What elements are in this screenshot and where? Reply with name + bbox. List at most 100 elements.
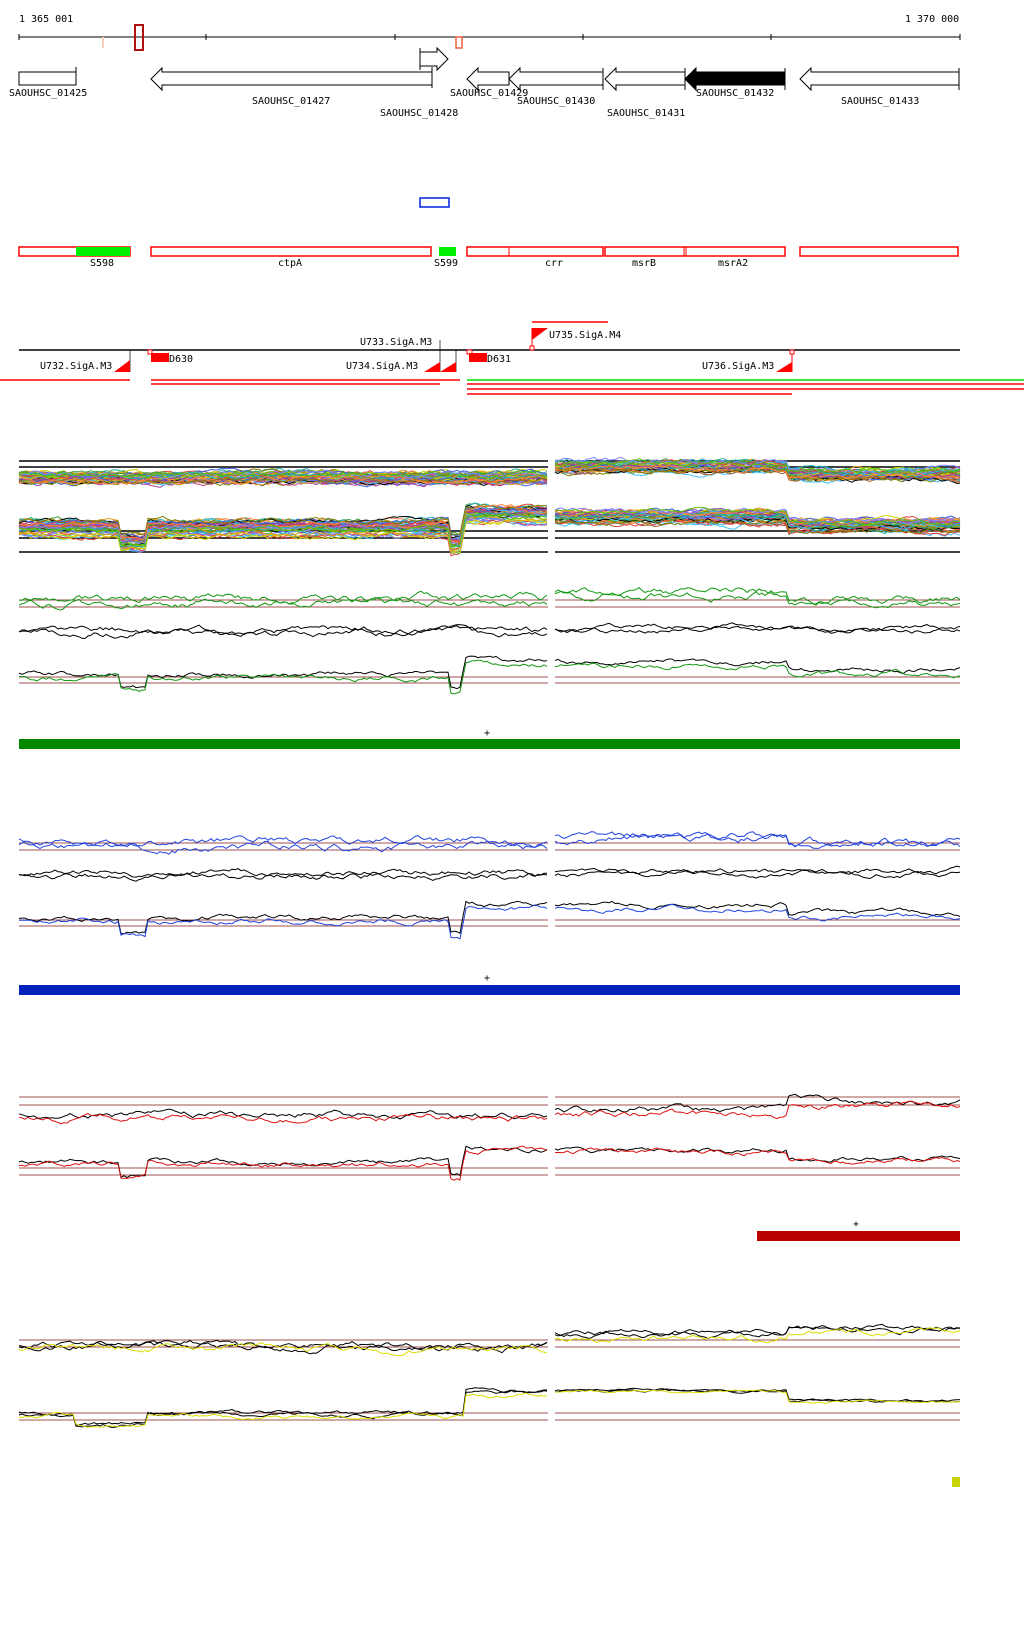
svg-text:SAOUHSC_01433: SAOUHSC_01433 — [841, 96, 919, 107]
feature-label: S599 — [434, 258, 458, 269]
expression-trace — [554, 513, 961, 530]
expression-trace — [18, 470, 547, 480]
gene-SAOUHSC_01429[interactable]: SAOUHSC_01429 — [450, 66, 528, 99]
expression-trace — [18, 904, 548, 940]
condition-bar-green[interactable] — [19, 739, 960, 749]
svg-text:SAOUHSC_01431: SAOUHSC_01431 — [607, 108, 685, 119]
feature-label: msrB — [632, 258, 656, 269]
feature-label: S598 — [90, 258, 114, 269]
expression-trace — [554, 1146, 961, 1163]
blue-feature-box[interactable] — [419, 197, 450, 208]
expression-trace — [554, 622, 961, 634]
expression-trace — [554, 590, 961, 609]
gene-SAOUHSC_01432[interactable]: SAOUHSC_01432 — [684, 66, 786, 99]
expression-trace — [18, 900, 548, 935]
expression-trace — [18, 1339, 548, 1355]
svg-text:U732.SigA.M3: U732.SigA.M3 — [40, 361, 112, 372]
expression-trace — [18, 1145, 548, 1181]
gene-SAOUHSC_01425[interactable]: SAOUHSC_01425 — [9, 67, 87, 99]
expression-trace — [554, 1323, 961, 1336]
promoter-U736[interactable]: U736.SigA.M3 — [702, 349, 795, 372]
scale-marker — [134, 24, 144, 51]
expression-trace — [18, 1342, 548, 1357]
svg-text:SAOUHSC_01432: SAOUHSC_01432 — [696, 88, 774, 99]
expression-trace — [18, 503, 548, 544]
condition-marker-yellow[interactable] — [952, 1477, 960, 1487]
expression-trace — [554, 658, 961, 675]
gene-track: SAOUHSC_01425 SAOUHSC_01427 SAOUHSC_0142… — [9, 46, 960, 119]
feature-ctpA[interactable] — [150, 246, 432, 257]
expression-trace — [18, 839, 548, 855]
svg-text:D630: D630 — [169, 354, 193, 365]
condition-bar-red[interactable] — [757, 1231, 960, 1241]
expression-trace — [554, 903, 961, 922]
scale-start-label: 1 365 001 — [19, 14, 73, 25]
gene-SAOUHSC_01428[interactable]: SAOUHSC_01428 — [380, 46, 458, 119]
scale-marker — [455, 36, 463, 49]
coordinate-scale: 1 365 001 1 370 000 — [18, 14, 961, 51]
feature-label: msrA2 — [718, 258, 748, 269]
promoter-track: U735.SigA.M4 U732.SigA.M3 D630 U733.SigA… — [0, 321, 1024, 395]
feature-msrB-msrA2[interactable] — [604, 246, 786, 257]
feature-S598[interactable] — [76, 247, 130, 256]
feature-box[interactable] — [799, 246, 959, 257]
svg-text:SAOUHSC_01427: SAOUHSC_01427 — [252, 96, 330, 107]
gene-SAOUHSC_01427[interactable]: SAOUHSC_01427 — [150, 66, 433, 107]
gene-SAOUHSC_01431[interactable]: SAOUHSC_01431 — [604, 66, 686, 119]
expression-trace — [18, 475, 548, 486]
expression-trace — [18, 1145, 548, 1179]
expression-trace — [18, 503, 548, 536]
expression-trace — [554, 831, 961, 848]
promoter-U735[interactable]: U735.SigA.M4 — [529, 328, 621, 351]
expression-trace — [18, 655, 548, 690]
svg-text:U734.SigA.M3: U734.SigA.M3 — [346, 361, 418, 372]
expression-trace — [554, 506, 961, 526]
promoter-U734[interactable]: U734.SigA.M3 — [346, 350, 457, 372]
expression-trace — [18, 474, 548, 485]
terminator-D630[interactable]: D630 — [147, 349, 193, 365]
expression-trace — [554, 1093, 961, 1113]
expression-trace — [554, 868, 961, 880]
expression-trace — [554, 510, 961, 527]
scale-end-label: 1 370 000 — [905, 14, 959, 25]
feature-S599[interactable] — [439, 247, 456, 256]
expression-trace — [18, 1339, 548, 1352]
expression-trace — [554, 662, 961, 679]
expression-trace — [554, 1325, 961, 1339]
svg-text:U736.SigA.M3: U736.SigA.M3 — [702, 361, 774, 372]
expression-trace — [18, 1387, 548, 1426]
expression-trace — [18, 868, 548, 880]
promoter-U732[interactable]: U732.SigA.M3 — [40, 350, 131, 372]
expression-trace — [554, 460, 961, 475]
expression-trace — [554, 518, 961, 535]
svg-text:SAOUHSC_01428: SAOUHSC_01428 — [380, 108, 458, 119]
gene-SAOUHSC_01430[interactable]: SAOUHSC_01430 — [508, 66, 604, 107]
expression-trace — [18, 1392, 548, 1428]
expression-trace — [18, 872, 547, 882]
feature-label: ctpA — [278, 258, 302, 269]
expression-trace — [555, 1327, 961, 1344]
promoter-U733[interactable]: U733.SigA.M3 — [360, 337, 441, 372]
expression-trace — [18, 506, 548, 540]
terminator-D631[interactable]: D631 — [466, 349, 511, 365]
gene-SAOUHSC_01433[interactable]: SAOUHSC_01433 — [799, 66, 960, 107]
expression-trace — [554, 519, 961, 537]
strand-marker: + — [484, 728, 490, 739]
expression-trace — [554, 1100, 961, 1120]
expression-trace — [554, 586, 961, 606]
expression-profiles — [18, 456, 961, 1429]
condition-bar-blue[interactable] — [19, 985, 960, 995]
expression-trace — [18, 469, 548, 480]
expression-trace — [18, 659, 548, 695]
expression-trace — [18, 515, 548, 552]
expression-trace — [554, 865, 961, 875]
strand-marker: + — [484, 973, 490, 984]
expression-trace — [18, 834, 548, 849]
expression-trace — [554, 625, 961, 634]
feature-crr[interactable] — [466, 246, 604, 257]
feature-label: crr — [545, 258, 563, 269]
svg-text:SAOUHSC_01429: SAOUHSC_01429 — [450, 88, 528, 99]
svg-text:U735.SigA.M4: U735.SigA.M4 — [549, 330, 621, 341]
expression-trace — [18, 467, 548, 478]
